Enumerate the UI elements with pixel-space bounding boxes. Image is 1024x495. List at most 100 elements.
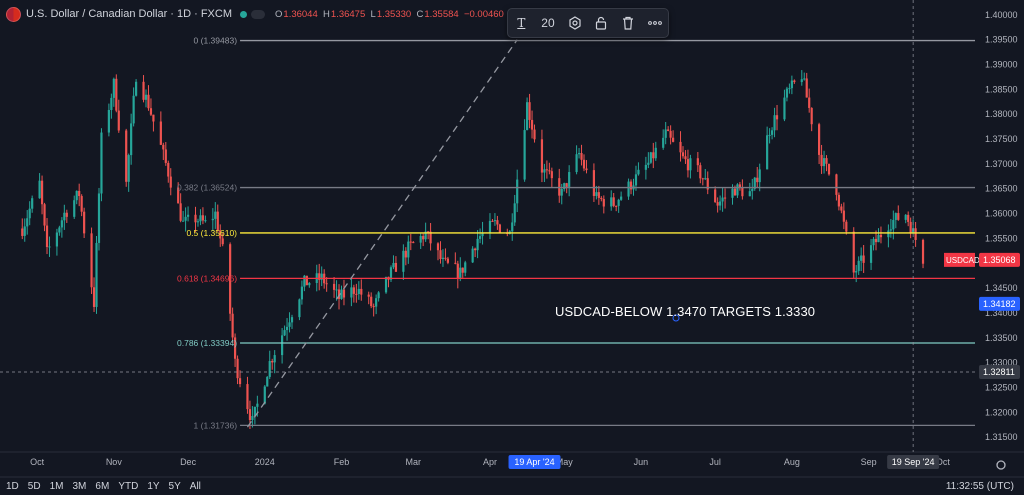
candle-body (852, 231, 855, 273)
price-tag-value: 1.34182 (983, 299, 1016, 309)
timeframe-ytd[interactable]: YTD (118, 481, 139, 492)
candle-body (837, 194, 840, 207)
candle-body (817, 124, 821, 155)
trash-icon[interactable] (617, 12, 639, 34)
time-tick-label: Oct (936, 457, 951, 467)
candle-body (857, 260, 860, 272)
eye-toggle-icon[interactable] (251, 9, 266, 19)
candle-body (216, 211, 219, 231)
timeframe-1y[interactable]: 1Y (147, 481, 160, 492)
candle-body (805, 78, 808, 98)
candle-body (130, 123, 133, 156)
candle-body (221, 238, 224, 245)
candle-body (65, 212, 68, 217)
fib-level-label: 0.786 (1.33394) (177, 338, 237, 348)
candle-body (909, 221, 912, 234)
candle-body (182, 220, 185, 222)
symbol-header: U.S. Dollar / Canadian Dollar · 1D · FXC… (6, 5, 528, 23)
candle-body (528, 102, 531, 120)
timeframe-5y[interactable]: 5Y (168, 481, 181, 492)
candle-body (704, 178, 707, 180)
utc-clock[interactable]: 11:32:55 (UTC) (945, 481, 1014, 492)
candle-body (419, 236, 422, 243)
price-tag[interactable] (979, 252, 1020, 267)
candle-body (459, 267, 462, 279)
candle-body (325, 283, 328, 285)
price-tag[interactable] (979, 296, 1020, 311)
candle-body (530, 119, 534, 130)
more-icon[interactable] (644, 12, 666, 34)
price-tick-label: 1.33500 (985, 333, 1018, 343)
fib-level-label: 0 (1.39483) (194, 36, 238, 46)
timeframe-3m[interactable]: 3M (72, 481, 87, 492)
timeframe-1d[interactable]: 1D (6, 481, 19, 492)
candle-body (617, 199, 620, 206)
candle-body (671, 137, 675, 142)
candle-body (872, 238, 875, 246)
price-tag[interactable] (979, 364, 1020, 379)
candle-body (610, 197, 613, 207)
ohlc-values: O1.36044 H1.36475 L1.35330 C1.35584 −0.0… (275, 8, 529, 20)
candle-body (699, 165, 702, 179)
candle-body (273, 355, 276, 363)
font-size-value[interactable]: 20 (541, 16, 555, 30)
candle-body (845, 221, 848, 232)
candle-body (229, 244, 232, 314)
candle-body (513, 203, 516, 223)
candle-body (766, 135, 769, 170)
price-tick-label: 1.39000 (985, 60, 1018, 70)
candle-body (808, 97, 811, 108)
candle-body (142, 81, 145, 100)
candle-body (855, 271, 858, 273)
candle-body (194, 214, 197, 223)
candle-body (115, 78, 118, 111)
candle-body (793, 80, 796, 83)
candle-body (127, 155, 130, 182)
price-axis[interactable] (975, 0, 1024, 495)
candle-body (303, 275, 306, 287)
candle-body (92, 287, 96, 307)
candle-body (394, 262, 398, 272)
candle-body (706, 178, 709, 190)
candle-body (31, 198, 34, 209)
trend-line[interactable] (246, 39, 518, 428)
candle-body (95, 242, 98, 307)
candle-body (679, 141, 682, 153)
chart-annotation-text[interactable]: USDCAD-BELOW 1.3470 TARGETS 1.3330 (555, 304, 816, 319)
candle-body (281, 335, 284, 356)
candle-body (162, 144, 165, 150)
candle-body (231, 313, 234, 338)
candle-body (422, 236, 425, 240)
candle-body (476, 238, 479, 251)
candle-body (73, 200, 76, 217)
candle-body (201, 215, 205, 221)
candle-body (384, 276, 388, 293)
timeframe-6m[interactable]: 6M (95, 481, 110, 492)
candle-body (575, 154, 578, 173)
price-tick-label: 1.38500 (985, 84, 1018, 94)
candle-body (427, 231, 430, 233)
candle-body (565, 183, 568, 187)
timeframe-1m[interactable]: 1M (49, 481, 64, 492)
text-tool-icon[interactable]: T (517, 16, 526, 30)
candle-body (493, 220, 497, 222)
candle-body (860, 255, 863, 261)
candle-body (822, 158, 826, 167)
candle-body (753, 177, 756, 189)
timeframe-all[interactable]: All (189, 481, 201, 492)
axis-settings-icon[interactable] (996, 460, 1006, 470)
price-tick-label: 1.38000 (985, 109, 1018, 119)
candle-body (402, 250, 405, 272)
lock-icon[interactable] (590, 12, 612, 34)
open-value: 1.36044 (283, 8, 318, 20)
candle-body (669, 130, 672, 138)
price-tick-label: 1.40000 (985, 10, 1018, 20)
candle-body (248, 409, 252, 421)
settings-icon[interactable] (564, 12, 586, 34)
candle-body (788, 88, 791, 90)
candle-body (60, 220, 63, 228)
symbol-title[interactable]: U.S. Dollar / Canadian Dollar · 1D · FXC… (26, 8, 233, 20)
candle-body (662, 137, 665, 148)
timeframe-5d[interactable]: 5D (27, 481, 41, 492)
